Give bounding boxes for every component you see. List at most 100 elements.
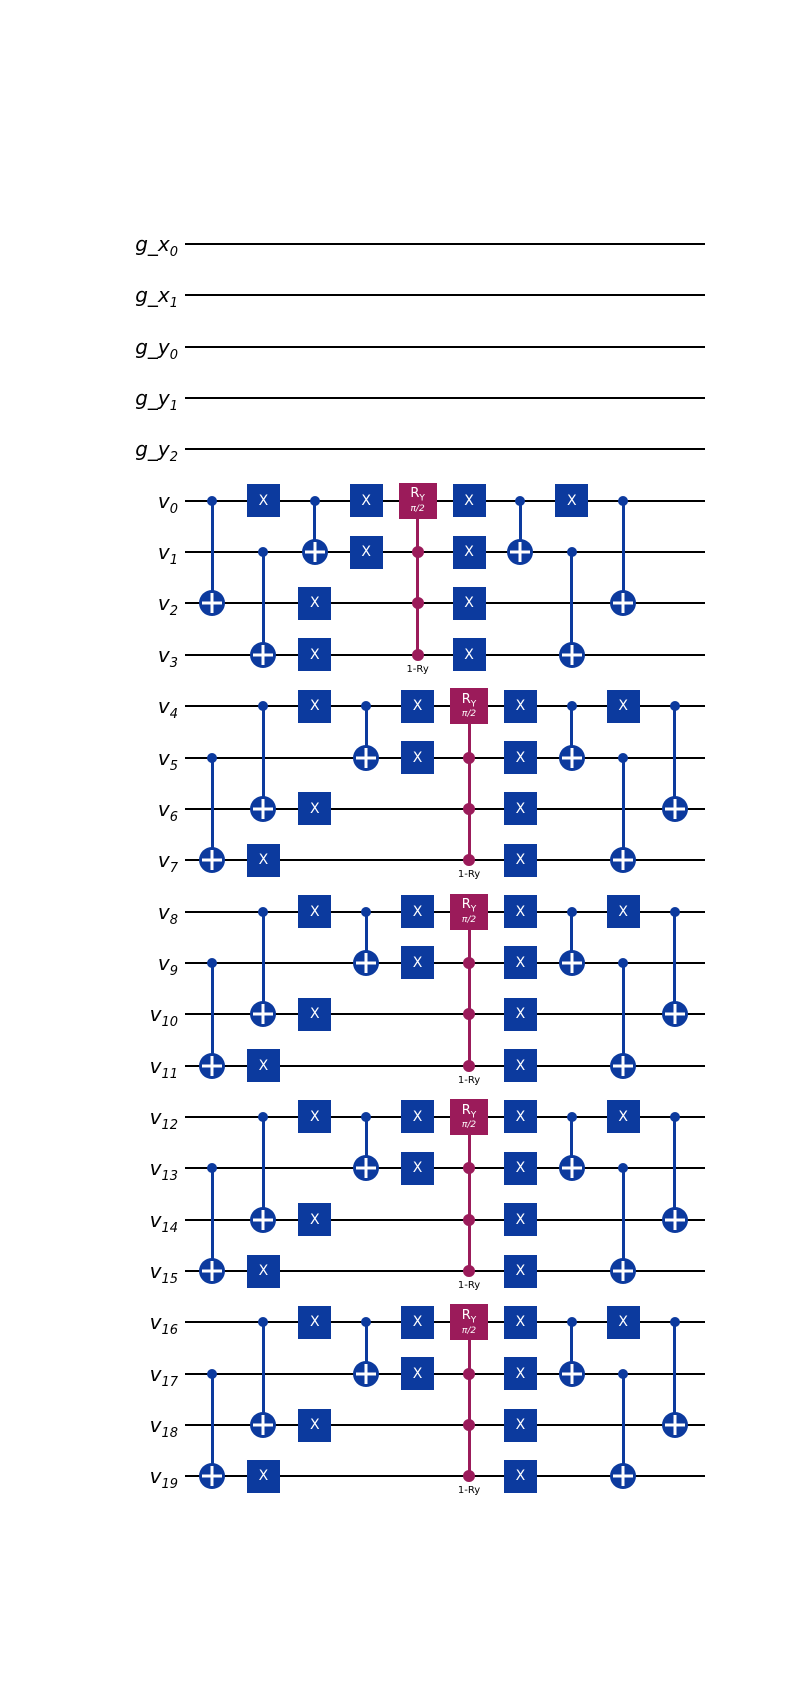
cry-control-dot bbox=[463, 1213, 475, 1226]
cnot-target-plus-horizontal bbox=[253, 653, 274, 657]
cx-connector-line bbox=[261, 552, 265, 655]
wire-label-text: v bbox=[157, 591, 170, 616]
wire-label-v0: v0 bbox=[0, 491, 178, 516]
cry-control-dot bbox=[463, 751, 475, 764]
ry-gate-parameter: π/2 bbox=[410, 504, 425, 515]
ry-gate-label: RY bbox=[462, 1309, 477, 1326]
cx-control-dot bbox=[361, 1111, 372, 1122]
x-gate: X bbox=[401, 1357, 435, 1391]
wire-label-subscript: 14 bbox=[161, 1220, 178, 1236]
cnot-target bbox=[507, 539, 534, 566]
wire-line-g_y1 bbox=[185, 397, 705, 400]
cry-control-dot bbox=[463, 854, 475, 867]
wire-label-v2: v2 bbox=[0, 593, 178, 618]
x-gate: X bbox=[452, 484, 486, 518]
x-gate: X bbox=[298, 1305, 332, 1339]
wire-line-v15 bbox=[185, 1270, 705, 1272]
cx-control-dot bbox=[207, 1368, 217, 1379]
cry-control-dot bbox=[463, 1419, 475, 1432]
ry-gate: RY π/2 bbox=[450, 1098, 488, 1135]
x-gate: X bbox=[503, 1254, 537, 1288]
wire-line-v8 bbox=[185, 910, 705, 913]
cnot-target bbox=[250, 1412, 277, 1439]
cry-control-dot bbox=[411, 546, 424, 559]
wire-label-subscript: 1 bbox=[169, 296, 178, 312]
ry-gate-label-sub: Y bbox=[470, 1315, 477, 1326]
cnot-target bbox=[558, 1155, 585, 1182]
wire-label-v9: v9 bbox=[0, 953, 178, 978]
wire-line-v0 bbox=[185, 499, 705, 502]
cx-control-dot bbox=[258, 547, 269, 558]
wire-line-v6 bbox=[185, 807, 705, 810]
wire-line-g_x1 bbox=[185, 294, 705, 297]
x-gate: X bbox=[298, 586, 332, 620]
x-gate: X bbox=[606, 689, 640, 723]
x-gate: X bbox=[401, 946, 435, 980]
x-gate: X bbox=[298, 895, 332, 929]
cx-control-dot bbox=[515, 495, 526, 506]
wire-line-v19 bbox=[185, 1475, 705, 1478]
x-gate: X bbox=[503, 843, 537, 877]
x-gate: X bbox=[503, 997, 537, 1031]
wire-label-subscript: 5 bbox=[169, 758, 178, 774]
wire-line-v14 bbox=[185, 1218, 705, 1221]
ry-gate: RY π/2 bbox=[450, 1304, 488, 1341]
cx-connector-line bbox=[364, 1116, 368, 1169]
wire-line-v4 bbox=[185, 705, 705, 708]
cnot-target-plus-horizontal bbox=[613, 601, 634, 605]
ry-gate-parameter: π/2 bbox=[461, 914, 477, 925]
wire-line-g_x0 bbox=[185, 243, 705, 245]
ry-gate-label-main: R bbox=[461, 897, 471, 913]
ry-gate-label: RY bbox=[410, 487, 425, 504]
cnot-target bbox=[661, 1206, 688, 1233]
x-gate: X bbox=[401, 689, 435, 723]
cnot-target-plus-horizontal bbox=[304, 550, 325, 554]
wire-line-v10 bbox=[185, 1013, 705, 1016]
cx-connector-line bbox=[570, 706, 574, 758]
cnot-target bbox=[353, 1360, 380, 1387]
wire-label-v8: v8 bbox=[0, 902, 178, 927]
x-gate: X bbox=[503, 1357, 537, 1391]
wire-line-v1 bbox=[185, 551, 705, 554]
wire-label-subscript: 18 bbox=[161, 1426, 178, 1442]
cx-connector-line bbox=[621, 1373, 625, 1477]
x-gate: X bbox=[246, 1254, 280, 1288]
ry-gate-label-main: R bbox=[461, 1102, 471, 1118]
cx-control-dot bbox=[669, 1317, 680, 1328]
cnot-target-plus-horizontal bbox=[202, 601, 222, 605]
cx-connector-line bbox=[261, 911, 265, 1015]
cx-control-dot bbox=[566, 1111, 577, 1122]
wire-label-subscript: 19 bbox=[161, 1477, 178, 1493]
cnot-target-plus-horizontal bbox=[356, 1372, 377, 1376]
wire-label-text: g_x bbox=[135, 232, 170, 256]
x-gate: X bbox=[298, 689, 332, 723]
cnot-target-plus-horizontal bbox=[202, 1474, 222, 1478]
cx-control-dot bbox=[207, 1163, 217, 1174]
cry-control-dot bbox=[463, 1162, 475, 1175]
cry-control-dot bbox=[463, 1470, 475, 1483]
wire-label-subscript: 11 bbox=[161, 1066, 178, 1082]
x-gate: X bbox=[503, 1100, 537, 1134]
wire-label-g_x1: g_x1 bbox=[0, 285, 178, 310]
wire-label-v19: v19 bbox=[0, 1466, 178, 1491]
cx-control-dot bbox=[618, 957, 629, 968]
cx-connector-line bbox=[210, 1168, 214, 1271]
wire-label-text: v bbox=[149, 1464, 162, 1489]
cnot-target-plus-horizontal bbox=[253, 807, 274, 811]
wire-label-text: v bbox=[157, 642, 170, 667]
x-gate: X bbox=[503, 792, 537, 826]
wire-label-text: v bbox=[149, 1104, 162, 1129]
cx-connector-line bbox=[364, 1322, 368, 1374]
wire-label-text: v bbox=[157, 694, 170, 719]
cnot-target-plus-horizontal bbox=[561, 653, 582, 657]
ry-gate: RY π/2 bbox=[398, 482, 437, 519]
cnot-target-plus-horizontal bbox=[356, 1166, 377, 1170]
wire-label-text: v bbox=[157, 488, 170, 513]
cnot-target bbox=[199, 1052, 225, 1079]
cnot-target bbox=[301, 539, 328, 566]
cx-control-dot bbox=[258, 1111, 269, 1122]
wire-label-subscript: 16 bbox=[161, 1323, 178, 1339]
ry-gate: RY π/2 bbox=[450, 893, 488, 930]
cnot-target-plus-horizontal bbox=[561, 1372, 582, 1376]
cry-annotation: 1-Ry bbox=[457, 869, 481, 881]
